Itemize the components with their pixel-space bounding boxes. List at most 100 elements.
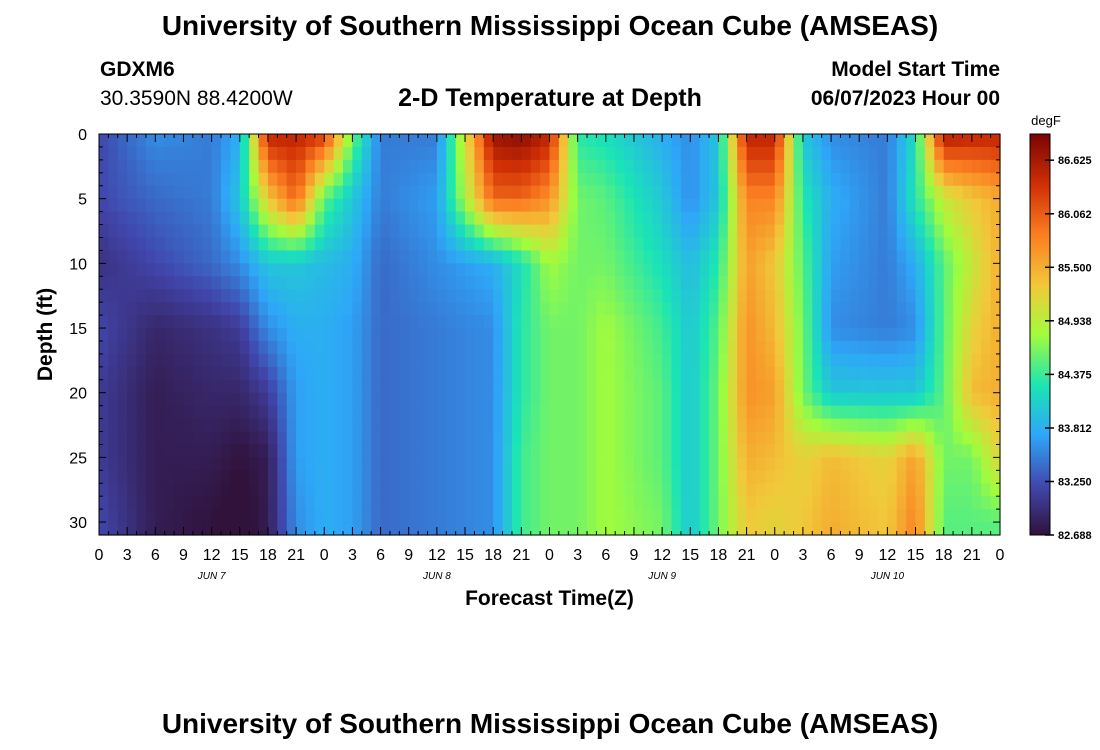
heatmap-cell: [765, 328, 776, 342]
heatmap-cell: [746, 444, 757, 458]
heatmap-cell: [662, 146, 673, 161]
heatmap-cell: [690, 496, 701, 510]
heatmap-cell: [183, 496, 194, 510]
heatmap-cell: [455, 353, 466, 368]
heatmap-cell: [990, 379, 1001, 394]
heatmap-cell: [324, 366, 335, 381]
heatmap-cell: [765, 302, 776, 316]
heatmap-cell: [221, 315, 231, 329]
heatmap-cell: [962, 328, 973, 342]
heatmap-cell: [887, 509, 898, 523]
heatmap-cell: [624, 211, 635, 226]
heatmap-cell: [887, 444, 898, 458]
heatmap-cell: [896, 392, 907, 407]
heatmap-cell: [615, 250, 626, 264]
heatmap-cell: [558, 328, 569, 342]
heatmap-cell: [962, 185, 973, 200]
heatmap-cell: [192, 302, 203, 316]
heatmap-cell: [680, 146, 691, 161]
heatmap-cell: [549, 418, 560, 433]
heatmap-cell: [924, 353, 935, 368]
heatmap-cell: [483, 198, 494, 213]
heatmap-cell: [258, 470, 269, 484]
day-label: JUN 8: [422, 571, 451, 582]
heatmap-cell: [624, 418, 635, 433]
heatmap-cell: [774, 198, 785, 213]
heatmap-cell: [230, 237, 241, 252]
heatmap-cell: [333, 509, 344, 523]
heatmap-cell: [755, 496, 766, 510]
heatmap-cell: [333, 366, 344, 381]
heatmap-cell: [587, 224, 598, 239]
heatmap-cell: [615, 392, 626, 407]
heatmap-cell: [230, 470, 241, 484]
heatmap-cell: [633, 146, 644, 161]
heatmap-cell: [784, 302, 795, 316]
heatmap-cell: [164, 250, 175, 264]
heatmap-cell: [324, 302, 335, 316]
heatmap-cell: [305, 418, 316, 433]
heatmap-cell: [971, 418, 982, 433]
heatmap-cell: [821, 405, 832, 420]
heatmap-cell: [324, 276, 335, 290]
heatmap-cell: [680, 470, 691, 484]
heatmap-cell: [896, 483, 907, 497]
heatmap-cell: [286, 431, 297, 446]
heatmap-cell: [211, 509, 222, 523]
heatmap-cell: [352, 250, 363, 264]
heatmap-cell: [436, 470, 447, 484]
heatmap-cell: [483, 444, 494, 458]
heatmap-cell: [192, 289, 203, 303]
heatmap-cell: [981, 250, 992, 264]
heatmap-cell: [521, 392, 532, 407]
heatmap-cell: [436, 353, 447, 368]
heatmap-cell: [943, 405, 954, 420]
heatmap-cell: [155, 289, 166, 303]
heatmap-cell: [211, 134, 222, 148]
heatmap-cell: [361, 289, 372, 303]
heatmap-cell: [267, 328, 278, 342]
heatmap-cell: [868, 289, 879, 303]
heatmap-cell: [249, 444, 260, 458]
heatmap-cell: [812, 224, 823, 239]
heatmap-cell: [333, 198, 344, 213]
heatmap-cell: [727, 276, 738, 290]
heatmap-cell: [587, 302, 598, 316]
heatmap-cell: [877, 302, 888, 316]
heatmap-cell: [211, 185, 222, 200]
heatmap-cell: [953, 159, 964, 174]
heatmap-cell: [774, 328, 785, 342]
heatmap-cell: [408, 483, 419, 497]
heatmap-cell: [934, 198, 945, 213]
heatmap-cell: [511, 185, 522, 200]
heatmap-cell: [108, 328, 119, 342]
heatmap-cell: [333, 457, 344, 471]
heatmap-cell: [502, 444, 513, 458]
heatmap-cell: [343, 483, 354, 497]
heatmap-cell: [136, 134, 147, 148]
heatmap-cell: [361, 328, 372, 342]
heatmap-cell: [502, 146, 513, 161]
heatmap-cell: [530, 134, 541, 148]
heatmap-cell: [934, 483, 945, 497]
heatmap-cell: [990, 457, 1001, 471]
heatmap-cell: [793, 444, 804, 458]
heatmap-cell: [662, 159, 673, 174]
heatmap-cell: [286, 418, 297, 433]
heatmap-cell: [493, 146, 504, 161]
heatmap-cell: [849, 198, 860, 213]
heatmap-cell: [183, 198, 194, 213]
heatmap-cell: [371, 146, 382, 161]
heatmap-cell: [371, 198, 382, 213]
heatmap-cell: [418, 263, 429, 277]
heatmap-cell: [849, 522, 860, 536]
heatmap-cell: [624, 315, 635, 329]
heatmap-cell: [896, 237, 907, 252]
heatmap-cell: [671, 328, 682, 342]
heatmap-cell: [737, 418, 748, 433]
heatmap-cell: [990, 289, 1001, 303]
heatmap-cell: [108, 496, 119, 510]
heatmap-cell: [493, 198, 504, 213]
heatmap-cell: [136, 509, 147, 523]
heatmap-cell: [915, 237, 926, 252]
